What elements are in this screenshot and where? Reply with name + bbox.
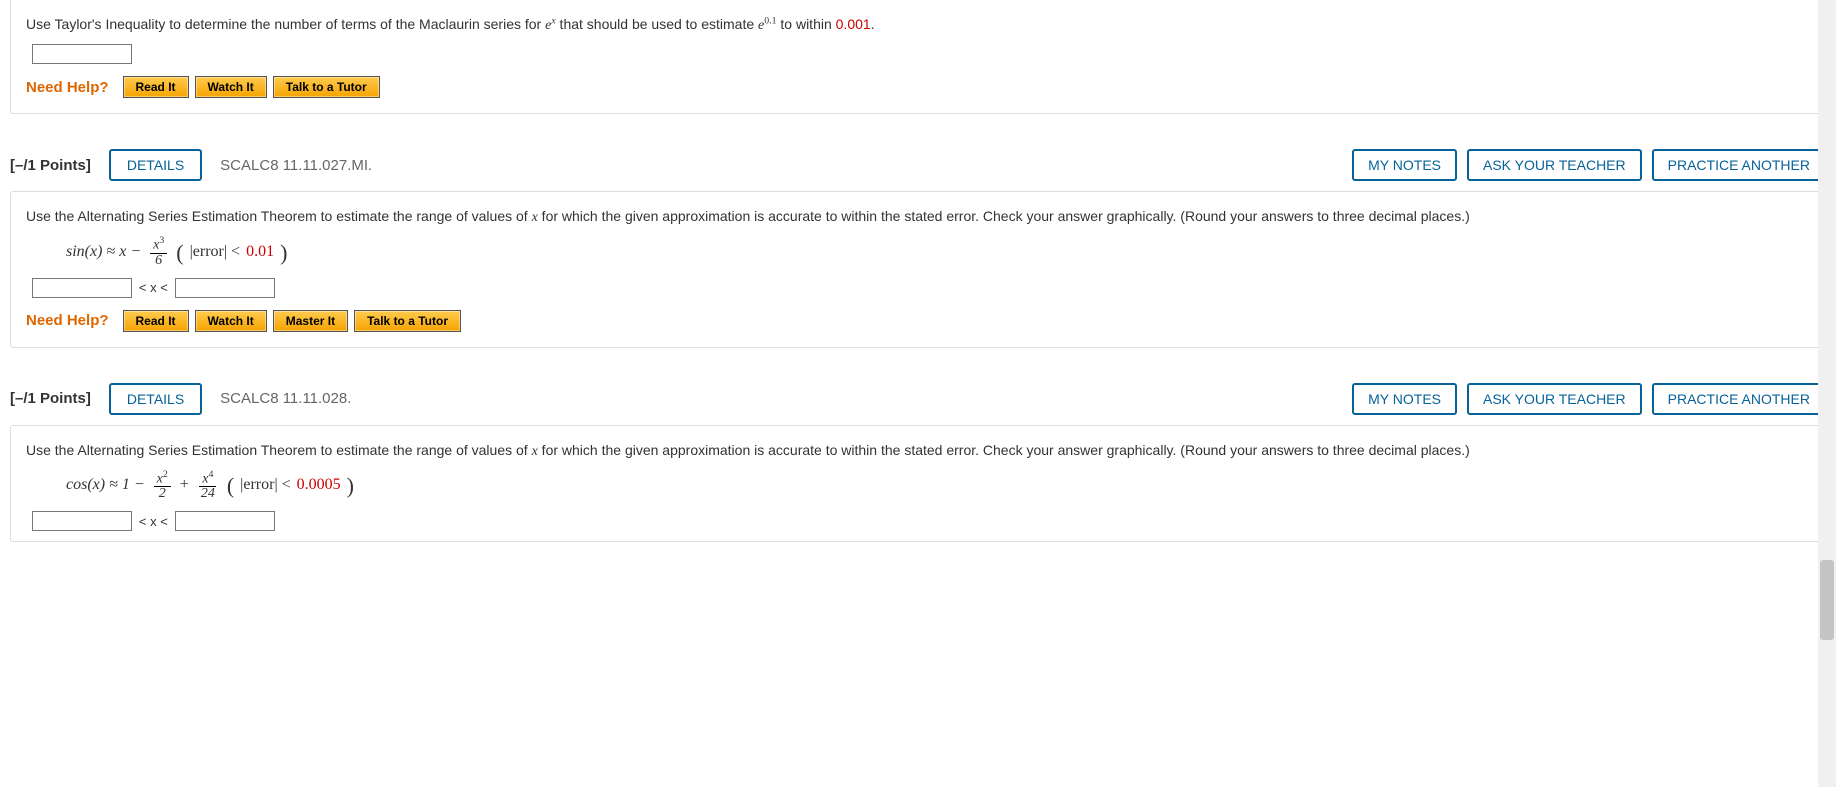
num-exp: 4 [208, 469, 213, 480]
answer-input[interactable] [32, 44, 132, 64]
question-box-1: Use Taylor's Inequality to determine the… [10, 0, 1826, 114]
practice-another-button[interactable]: PRACTICE ANOTHER [1652, 383, 1826, 415]
open-paren: ( [176, 240, 183, 266]
talk-tutor-button[interactable]: Talk to a Tutor [273, 76, 380, 98]
period: . [871, 16, 875, 32]
need-help-label: Need Help? [26, 312, 109, 329]
between-label: < x < [139, 514, 168, 529]
scrollbar-thumb[interactable] [1820, 560, 1834, 640]
error-value: 0.01 [246, 243, 274, 261]
val-exp: 0.1 [764, 15, 776, 26]
open-paren: ( [227, 473, 234, 499]
num-exp: 3 [159, 235, 164, 246]
help-row: Need Help? Read It Watch It Master It Ta… [26, 310, 1810, 332]
upper-bound-input[interactable] [175, 278, 275, 298]
answer-row: < x < [32, 511, 1810, 531]
question-box-3: Use the Alternating Series Estimation Th… [10, 425, 1826, 543]
prompt-text: for which the given approximation is acc… [538, 208, 1470, 224]
watch-it-button[interactable]: Watch It [195, 310, 267, 332]
answer-row: < x < [32, 278, 1810, 298]
error-value: 0.0005 [297, 476, 341, 494]
question-header-3: [–/1 Points] DETAILS SCALC8 11.11.028. M… [10, 383, 1826, 415]
fraction-denominator: 6 [152, 254, 165, 268]
header-right: MY NOTES ASK YOUR TEACHER PRACTICE ANOTH… [1352, 149, 1826, 181]
my-notes-button[interactable]: MY NOTES [1352, 383, 1457, 415]
fraction-numerator: x3 [150, 236, 167, 254]
error-label: |error| < [190, 243, 241, 261]
math-expression: sin(x) ≈ x − x3 6 ( |error| < 0.01 ) [66, 236, 1810, 268]
talk-tutor-button[interactable]: Talk to a Tutor [354, 310, 461, 332]
tolerance-value: 0.001 [836, 16, 871, 32]
read-it-button[interactable]: Read It [123, 310, 189, 332]
ask-teacher-button[interactable]: ASK YOUR TEACHER [1467, 149, 1642, 181]
help-row: Need Help? Read It Watch It Talk to a Tu… [26, 76, 1810, 98]
between-label: < x < [139, 280, 168, 295]
master-it-button[interactable]: Master It [273, 310, 348, 332]
header-right: MY NOTES ASK YOUR TEACHER PRACTICE ANOTH… [1352, 383, 1826, 415]
fraction-numerator: x4 [199, 470, 216, 488]
fraction-numerator: x2 [154, 470, 171, 488]
answer-row [32, 44, 1810, 64]
scrollbar-track[interactable] [1818, 0, 1836, 787]
upper-bound-input[interactable] [175, 511, 275, 531]
question-ref: SCALC8 11.11.028. [220, 390, 351, 407]
fraction-1: x2 2 [154, 470, 171, 502]
points-label: [–/1 Points] [10, 157, 91, 174]
header-left: [–/1 Points] DETAILS SCALC8 11.11.027.MI… [10, 149, 372, 181]
watch-it-button[interactable]: Watch It [195, 76, 267, 98]
close-paren: ) [280, 240, 287, 266]
fraction-2: x4 24 [198, 470, 218, 502]
details-button[interactable]: DETAILS [109, 383, 202, 415]
question-prompt: Use the Alternating Series Estimation Th… [26, 440, 1810, 462]
prompt-text: for which the given approximation is acc… [538, 442, 1470, 458]
num-exp: 2 [163, 469, 168, 480]
fraction-denominator: 2 [156, 487, 169, 501]
prompt-text: Use the Alternating Series Estimation Th… [26, 442, 532, 458]
close-paren: ) [347, 473, 354, 499]
question-box-2: Use the Alternating Series Estimation Th… [10, 191, 1826, 348]
lower-bound-input[interactable] [32, 511, 132, 531]
header-left: [–/1 Points] DETAILS SCALC8 11.11.028. [10, 383, 351, 415]
my-notes-button[interactable]: MY NOTES [1352, 149, 1457, 181]
plus-sign: + [180, 476, 189, 494]
read-it-button[interactable]: Read It [123, 76, 189, 98]
prompt-text: to within [777, 16, 836, 32]
prompt-text: Use the Alternating Series Estimation Th… [26, 208, 532, 224]
prompt-text: that should be used to estimate [556, 16, 758, 32]
math-lhs: cos(x) ≈ 1 − [66, 476, 145, 494]
fraction: x3 6 [150, 236, 167, 268]
practice-another-button[interactable]: PRACTICE ANOTHER [1652, 149, 1826, 181]
question-header-2: [–/1 Points] DETAILS SCALC8 11.11.027.MI… [10, 149, 1826, 181]
error-label: |error| < [240, 476, 291, 494]
prompt-text: Use Taylor's Inequality to determine the… [26, 16, 545, 32]
math-expression: cos(x) ≈ 1 − x2 2 + x4 24 ( |error| < 0.… [66, 470, 1810, 502]
points-label: [–/1 Points] [10, 390, 91, 407]
question-ref: SCALC8 11.11.027.MI. [220, 157, 372, 174]
ask-teacher-button[interactable]: ASK YOUR TEACHER [1467, 383, 1642, 415]
question-prompt: Use the Alternating Series Estimation Th… [26, 206, 1810, 228]
lower-bound-input[interactable] [32, 278, 132, 298]
fraction-denominator: 24 [198, 487, 218, 501]
question-prompt: Use Taylor's Inequality to determine the… [26, 14, 1810, 36]
math-lhs: sin(x) ≈ x − [66, 243, 141, 261]
need-help-label: Need Help? [26, 79, 109, 96]
details-button[interactable]: DETAILS [109, 149, 202, 181]
